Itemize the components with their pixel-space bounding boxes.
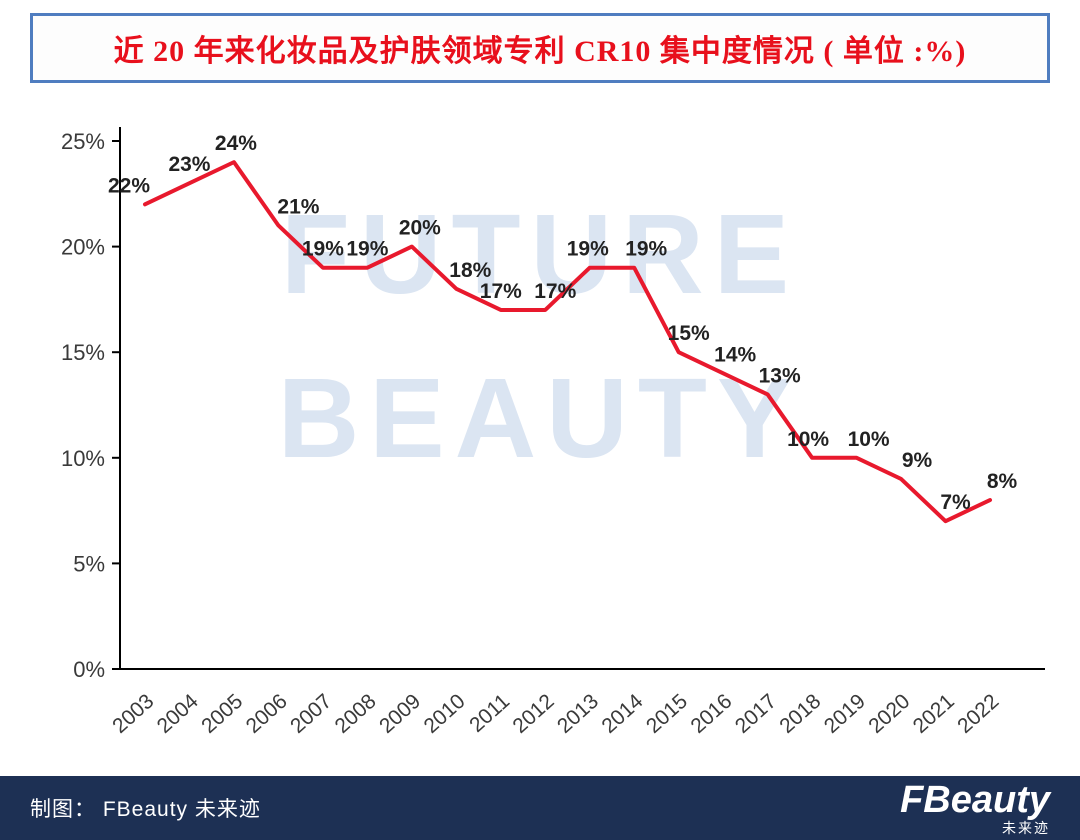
fbeauty-logo: FBeauty 未来迹 <box>900 781 1050 835</box>
value-label: 10% <box>848 428 890 451</box>
value-label: 19% <box>346 238 388 261</box>
x-tick-label: 2004 <box>153 689 203 738</box>
y-tick-label: 15% <box>61 340 105 365</box>
x-tick-label: 2008 <box>331 690 381 738</box>
x-tick-label: 2003 <box>108 690 158 738</box>
x-tick-label: 2013 <box>553 690 603 738</box>
cr10-trend-chart: 0%5%10%15%20%25%22%23%24%21%19% 19%20%18%… <box>61 127 1045 738</box>
value-label: 20% <box>399 217 441 240</box>
x-tick-label: 2022 <box>953 690 1003 738</box>
value-label: 7% <box>940 491 971 514</box>
x-tick-label: 2010 <box>420 690 470 738</box>
value-label: 10% <box>787 428 829 451</box>
x-tick-label: 2011 <box>465 690 514 737</box>
credit-text: 制图： FBeauty 未来迹 <box>30 798 261 821</box>
x-tick-label: 2005 <box>197 690 247 738</box>
x-tick-label: 2016 <box>686 690 736 738</box>
x-tick-label: 2009 <box>375 690 425 738</box>
y-tick-label: 20% <box>61 235 105 260</box>
value-label: 13% <box>759 364 801 387</box>
value-label: 14% <box>714 343 756 366</box>
x-tick-label: 2006 <box>242 690 292 738</box>
logo-sub-text: 未来迹 <box>1002 820 1050 836</box>
value-label: 19% <box>625 238 667 261</box>
x-tick-label: 2014 <box>597 689 647 738</box>
y-tick-label: 10% <box>61 446 105 471</box>
value-label: 21% <box>277 195 319 218</box>
value-label: 17% <box>534 280 576 303</box>
x-tick-label: 2021 <box>909 690 959 738</box>
value-label: 17% <box>480 280 522 303</box>
y-tick-label: 5% <box>73 551 105 576</box>
logo-main-text: FBeauty <box>900 779 1050 821</box>
x-tick-label: 2019 <box>820 690 870 738</box>
value-label: 24% <box>215 132 257 155</box>
value-label: 23% <box>168 153 210 176</box>
value-label: 8% <box>987 470 1018 493</box>
x-tick-label: 2007 <box>286 690 336 738</box>
y-tick-label: 25% <box>61 129 105 154</box>
x-tick-label: 2017 <box>731 690 781 738</box>
y-tick-label: 0% <box>73 657 105 682</box>
value-label: 15% <box>668 322 710 345</box>
chart-title: 近 20 年来化妆品及护肤领域专利 CR10 集中度情况 ( 单位 :%) <box>30 13 1050 83</box>
x-tick-label: 2020 <box>864 690 914 738</box>
trend-line <box>143 160 992 524</box>
x-tick-label: 2015 <box>642 690 692 738</box>
x-tick-label: 2012 <box>509 690 559 738</box>
value-label: 18% <box>449 259 491 282</box>
value-label: 19% <box>567 238 609 261</box>
line-chart: FUTURE BEAUTY 0% 5% 10% 15% 20% 25% 22% 23% 24% 2… <box>25 89 1055 757</box>
value-label: 22% <box>108 174 150 197</box>
value-label: 9% <box>902 449 933 472</box>
footer-bar: 制图： FBeauty 未来迹 FBeauty 未来迹 <box>0 776 1080 840</box>
x-tick-label: 2018 <box>775 690 825 738</box>
value-label: 19% <box>302 238 344 261</box>
